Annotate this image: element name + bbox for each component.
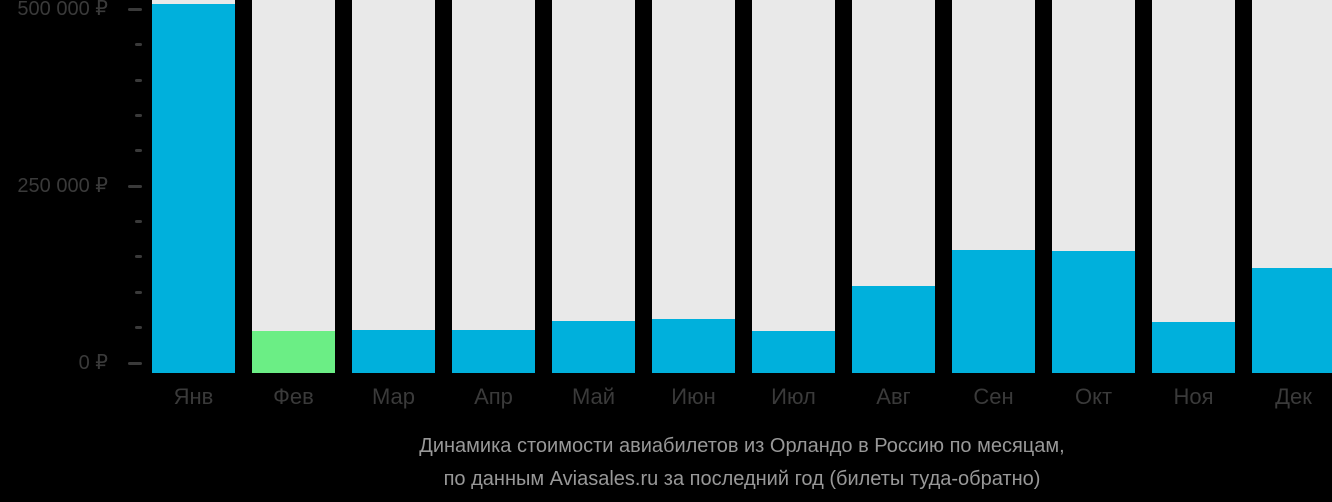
column-sep — [952, 0, 1035, 373]
chart-title-line-1: Динамика стоимости авиабилетов из Орланд… — [419, 435, 1065, 457]
bar-track-apr — [452, 0, 535, 373]
plot-area — [152, 0, 1332, 373]
y-minor-tick-150000 — [135, 255, 142, 259]
y-minor-tick-450000 — [135, 43, 142, 47]
y-tick-label-0: 0 ₽ — [78, 352, 108, 375]
bar-jan[interactable] — [152, 3, 235, 373]
x-label-aug: Авг — [876, 384, 911, 409]
column-mar — [352, 0, 435, 373]
x-label-jul: Июл — [771, 384, 816, 409]
x-label-oct: Окт — [1074, 384, 1113, 409]
chart-title: Динамика стоимости авиабилетов из Орланд… — [152, 430, 1332, 496]
x-label-nov: Ноя — [1173, 384, 1214, 409]
bar-track-jul — [752, 0, 835, 373]
y-minor-tick-200000 — [135, 220, 142, 223]
x-label-jan: Янв — [173, 384, 214, 409]
column-may — [552, 0, 635, 373]
y-minor-tick-400000 — [135, 78, 142, 82]
y-tick-label-250000: 250 000 ₽ — [17, 175, 108, 198]
bar-track-feb — [252, 0, 335, 373]
column-oct — [1052, 0, 1135, 373]
y-minor-tick-100000 — [135, 290, 142, 294]
y-minor-tick-50000 — [135, 326, 142, 330]
column-aug — [852, 0, 935, 373]
bar-apr[interactable] — [452, 329, 535, 373]
x-label-may: Май — [571, 384, 616, 409]
x-label-sep: Сен — [973, 384, 1014, 409]
bar-jun[interactable] — [652, 319, 735, 373]
y-minor-tick-350000 — [135, 113, 142, 117]
column-feb — [252, 0, 335, 373]
column-jun — [652, 0, 735, 373]
column-jan — [152, 0, 235, 373]
y-major-tick-250000 — [128, 184, 142, 188]
bar-oct[interactable] — [1052, 251, 1135, 373]
bar-track-nov — [1152, 0, 1235, 373]
bar-track-jun — [652, 0, 735, 373]
bar-mar[interactable] — [352, 329, 435, 373]
bar-feb[interactable] — [252, 331, 335, 373]
x-label-feb: Фев — [273, 384, 314, 409]
chart-title-line-2: по данным Aviasales.ru за последний год … — [443, 468, 1041, 490]
y-major-tick-500000 — [128, 7, 142, 11]
bar-aug[interactable] — [852, 285, 935, 373]
column-apr — [452, 0, 535, 373]
bar-jul[interactable] — [752, 330, 835, 373]
bar-dec[interactable] — [1252, 268, 1332, 373]
y-tick-label-500000: 500 000 ₽ — [17, 0, 108, 21]
column-nov — [1152, 0, 1235, 373]
x-label-jun: Июн — [671, 384, 716, 409]
column-dec — [1252, 0, 1332, 373]
bar-nov[interactable] — [1152, 322, 1235, 373]
bar-track-mar — [352, 0, 435, 373]
y-major-tick-0 — [128, 361, 142, 365]
x-label-dec: Дек — [1275, 384, 1312, 409]
column-jul — [752, 0, 835, 373]
x-label-mar: Мар — [371, 384, 416, 409]
bar-may[interactable] — [552, 321, 635, 373]
y-minor-tick-300000 — [135, 149, 142, 153]
bar-sep[interactable] — [952, 249, 1035, 373]
bar-track-may — [552, 0, 635, 373]
x-label-apr: Апр — [474, 384, 513, 409]
